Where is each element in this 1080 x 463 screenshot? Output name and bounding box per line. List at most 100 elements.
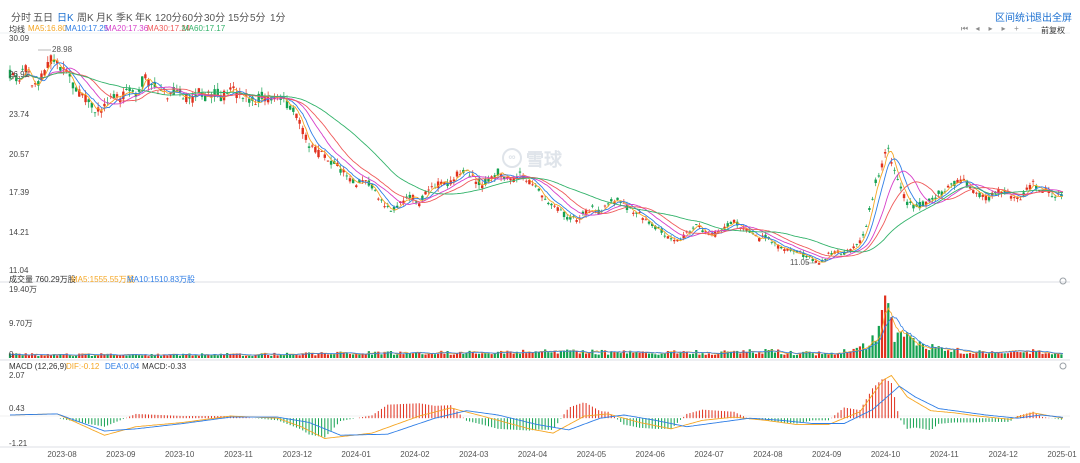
candle-body [68, 74, 72, 77]
volume-bar [24, 353, 27, 358]
candle-body [172, 87, 175, 95]
volume-bar [862, 343, 865, 358]
candle-body [1028, 185, 1032, 190]
volume-bar [635, 351, 638, 358]
volume-bar [128, 355, 131, 358]
volume-bar [304, 352, 308, 358]
period-tab-2[interactable]: 五日 [33, 13, 53, 24]
candle-body [676, 240, 679, 242]
volume-bar [81, 353, 84, 358]
volume-bar [399, 351, 402, 358]
volume-bar [1025, 350, 1028, 358]
ma-legend-ma30: MA30:17.24 [147, 24, 191, 33]
volume-bar [389, 351, 393, 358]
fullscreen-toggle[interactable]: 退出全屏 [1032, 13, 1072, 24]
volume-bar [43, 355, 46, 358]
candle-body [537, 188, 541, 191]
period-tab-1[interactable]: 分时 [11, 13, 31, 24]
volume-bar [789, 350, 792, 358]
ma60-line [9, 72, 1064, 253]
candle-body [644, 219, 648, 221]
candle-body [984, 195, 988, 201]
period-tab-6[interactable]: 季K [116, 13, 133, 24]
date-tick-2023-08: 2023-08 [47, 450, 77, 459]
range-stats-link[interactable]: 区间统计 [995, 13, 1035, 24]
volume-bar [345, 353, 348, 358]
volume-bar [855, 347, 858, 358]
volume-bar [956, 347, 959, 358]
xueqiu-logo-icon: ∞ [502, 148, 522, 168]
play-icon[interactable]: ▸ [988, 24, 993, 33]
period-tab-9[interactable]: 60分 [182, 13, 204, 24]
candle-body [965, 180, 969, 187]
candle-body [496, 168, 500, 176]
volume-bar [965, 353, 969, 358]
candle-body [764, 234, 767, 239]
volume-bar [865, 349, 868, 358]
candle-body [46, 62, 49, 68]
candle-body [978, 192, 981, 198]
period-tab-12[interactable]: 5分 [250, 13, 266, 24]
volume-bar [182, 353, 185, 358]
volume-bar [273, 352, 276, 358]
volume-bar [1009, 352, 1013, 358]
volume-bar [1019, 352, 1022, 358]
candle-body [377, 198, 380, 200]
candle-body [185, 94, 188, 103]
candle-body [928, 198, 931, 202]
candle-body [937, 190, 940, 194]
period-tab-7[interactable]: 年K [135, 13, 152, 24]
volume-bar [591, 349, 594, 358]
volume-bar [943, 350, 947, 358]
period-tab-8[interactable]: 120分 [155, 13, 182, 24]
period-tab-10[interactable]: 30分 [204, 13, 226, 24]
candle-body [632, 212, 635, 214]
rewind-icon[interactable]: ⏮ [960, 24, 969, 33]
volume-bar [1031, 349, 1035, 358]
volume-bar [481, 353, 484, 358]
candle-body [896, 179, 899, 180]
candle-body [562, 211, 566, 218]
candle-body [540, 195, 544, 198]
period-tab-5[interactable]: 月K [96, 13, 113, 24]
volume-bar [522, 349, 525, 358]
candle-body [849, 249, 852, 251]
candle-body [735, 221, 739, 226]
period-tab-11[interactable]: 15分 [228, 13, 250, 24]
volume-bar [166, 355, 169, 358]
volume-bar [937, 346, 940, 358]
volume-bar [950, 351, 953, 358]
volume-bar [613, 351, 616, 358]
candle-body [795, 250, 799, 253]
volume-bar [484, 352, 487, 358]
volume-bar [777, 349, 780, 358]
volume-bar [972, 353, 975, 358]
candle-body [307, 146, 311, 148]
candle-body [811, 258, 814, 261]
next-icon[interactable]: ▸ [1001, 24, 1006, 33]
period-toolbar: 分时 五日 日K 周K 月K 季K 年K 120分 60分 30分 15分 5分 1分 区间统计 退出全屏 [0, 0, 1080, 30]
period-tab-13[interactable]: 1分 [270, 13, 286, 24]
candle-body [137, 90, 141, 92]
zoom-out-icon[interactable]: − [1027, 24, 1032, 33]
volume-bar [1028, 353, 1032, 358]
candle-body [657, 226, 660, 228]
period-tab-3[interactable]: 日K [57, 13, 74, 24]
volume-bar [802, 351, 805, 358]
prev-icon[interactable]: ◂ [975, 24, 980, 33]
ma20-line [9, 67, 1064, 259]
period-tab-4[interactable]: 周K [77, 13, 94, 24]
candle-body [717, 230, 720, 233]
volume-bar [830, 352, 833, 358]
zoom-in-icon[interactable]: + [1014, 24, 1019, 33]
volume-bar [452, 354, 455, 358]
volume-bar [666, 351, 670, 358]
volume-bar [443, 353, 446, 358]
volume-bar [314, 355, 317, 358]
candle-body [30, 85, 34, 87]
volume-bar [421, 354, 424, 358]
adjust-toggle[interactable]: 前复权 [1041, 26, 1065, 35]
volume-bar [858, 346, 862, 358]
candle-body [288, 105, 292, 110]
